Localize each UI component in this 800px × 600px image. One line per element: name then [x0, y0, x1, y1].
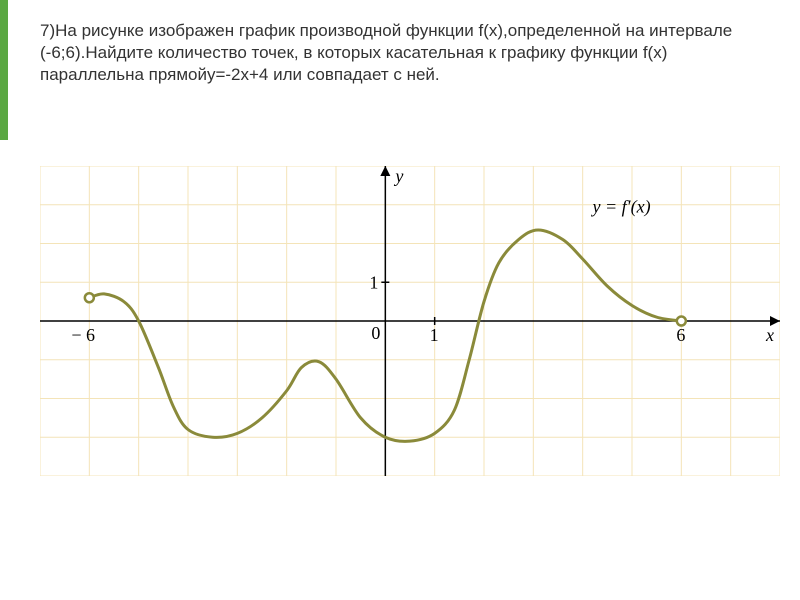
svg-text:0: 0 — [371, 323, 380, 343]
svg-text:1: 1 — [430, 325, 439, 345]
svg-text:x: x — [765, 325, 774, 345]
svg-text:− 6: − 6 — [71, 325, 95, 345]
derivative-chart: 0 − 6 1 6 1 y x y = f′(x) — [40, 166, 780, 476]
problem-text: 7)На рисунке изображен график производно… — [40, 20, 760, 86]
svg-text:y = f′(x): y = f′(x) — [591, 197, 651, 218]
problem-body: На рисунке изображен график производной … — [40, 21, 732, 84]
svg-text:y: y — [393, 166, 403, 186]
problem-number: 7) — [40, 21, 55, 40]
svg-text:6: 6 — [676, 325, 685, 345]
accent-bar — [0, 0, 8, 140]
svg-text:1: 1 — [369, 273, 378, 293]
